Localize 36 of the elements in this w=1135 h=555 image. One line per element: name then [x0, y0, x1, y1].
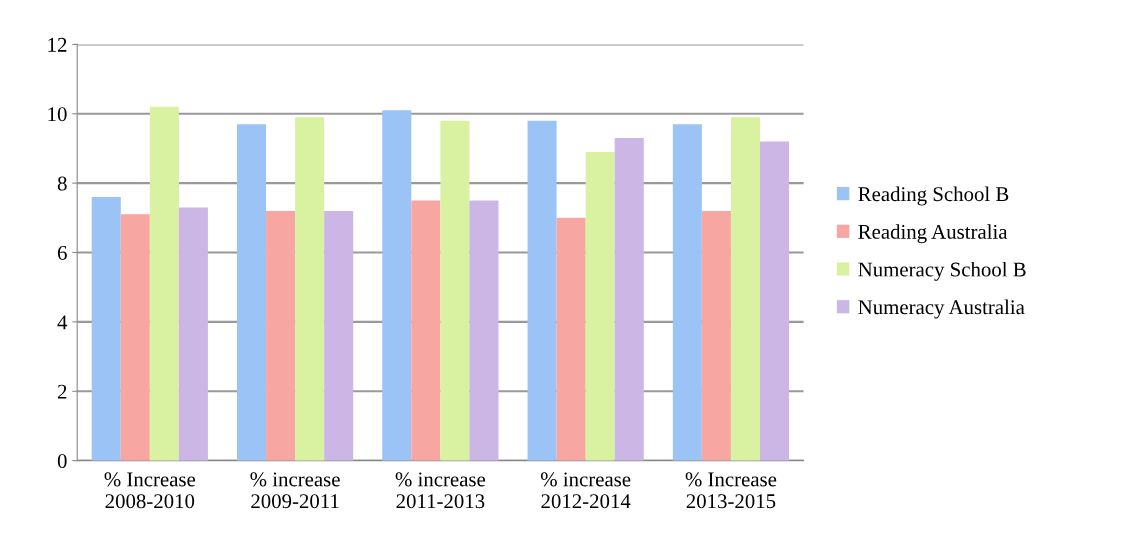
bar	[672, 124, 702, 461]
x-tick-label: % Increase 2008-2010	[104, 472, 196, 509]
y-tick-label: 6	[57, 245, 67, 260]
bar	[295, 117, 325, 461]
bar	[324, 210, 354, 461]
y-tick-label: 2	[57, 384, 67, 399]
bar	[469, 200, 499, 461]
bar	[614, 138, 644, 461]
legend-label: Numeracy Australia	[858, 299, 1025, 319]
bar	[701, 210, 731, 461]
bar	[730, 117, 760, 461]
bar	[91, 197, 121, 461]
y-tick-label: 10	[48, 107, 67, 122]
legend-label: Numeracy School B	[858, 261, 1026, 281]
legend-label: Reading Australia	[858, 224, 1008, 244]
bar	[760, 141, 790, 461]
bar	[236, 124, 267, 461]
bar	[440, 120, 470, 461]
y-tick-label: 4	[57, 315, 68, 330]
bar	[585, 151, 615, 461]
y-tick-label: 12	[48, 37, 67, 52]
x-tick-label: % increase 2009-2011	[250, 472, 340, 509]
bar	[411, 200, 441, 461]
bar	[149, 106, 179, 461]
x-tick-label: % increase 2011-2013	[395, 472, 486, 509]
bar	[527, 120, 557, 461]
bar	[382, 110, 412, 461]
bar	[556, 217, 586, 461]
x-tick-label: % Increase 2013-2015	[685, 472, 777, 509]
bar	[178, 207, 208, 461]
bar	[120, 214, 150, 461]
legend-label: Reading School B	[858, 186, 1009, 206]
y-tick-label: 8	[57, 176, 67, 191]
bar	[266, 210, 296, 461]
x-tick-label: % increase 2012-2014	[540, 472, 631, 509]
y-tick-label: 0	[57, 454, 67, 469]
